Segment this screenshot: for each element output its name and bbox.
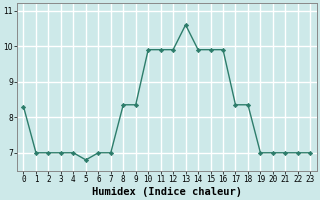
X-axis label: Humidex (Indice chaleur): Humidex (Indice chaleur): [92, 186, 242, 197]
